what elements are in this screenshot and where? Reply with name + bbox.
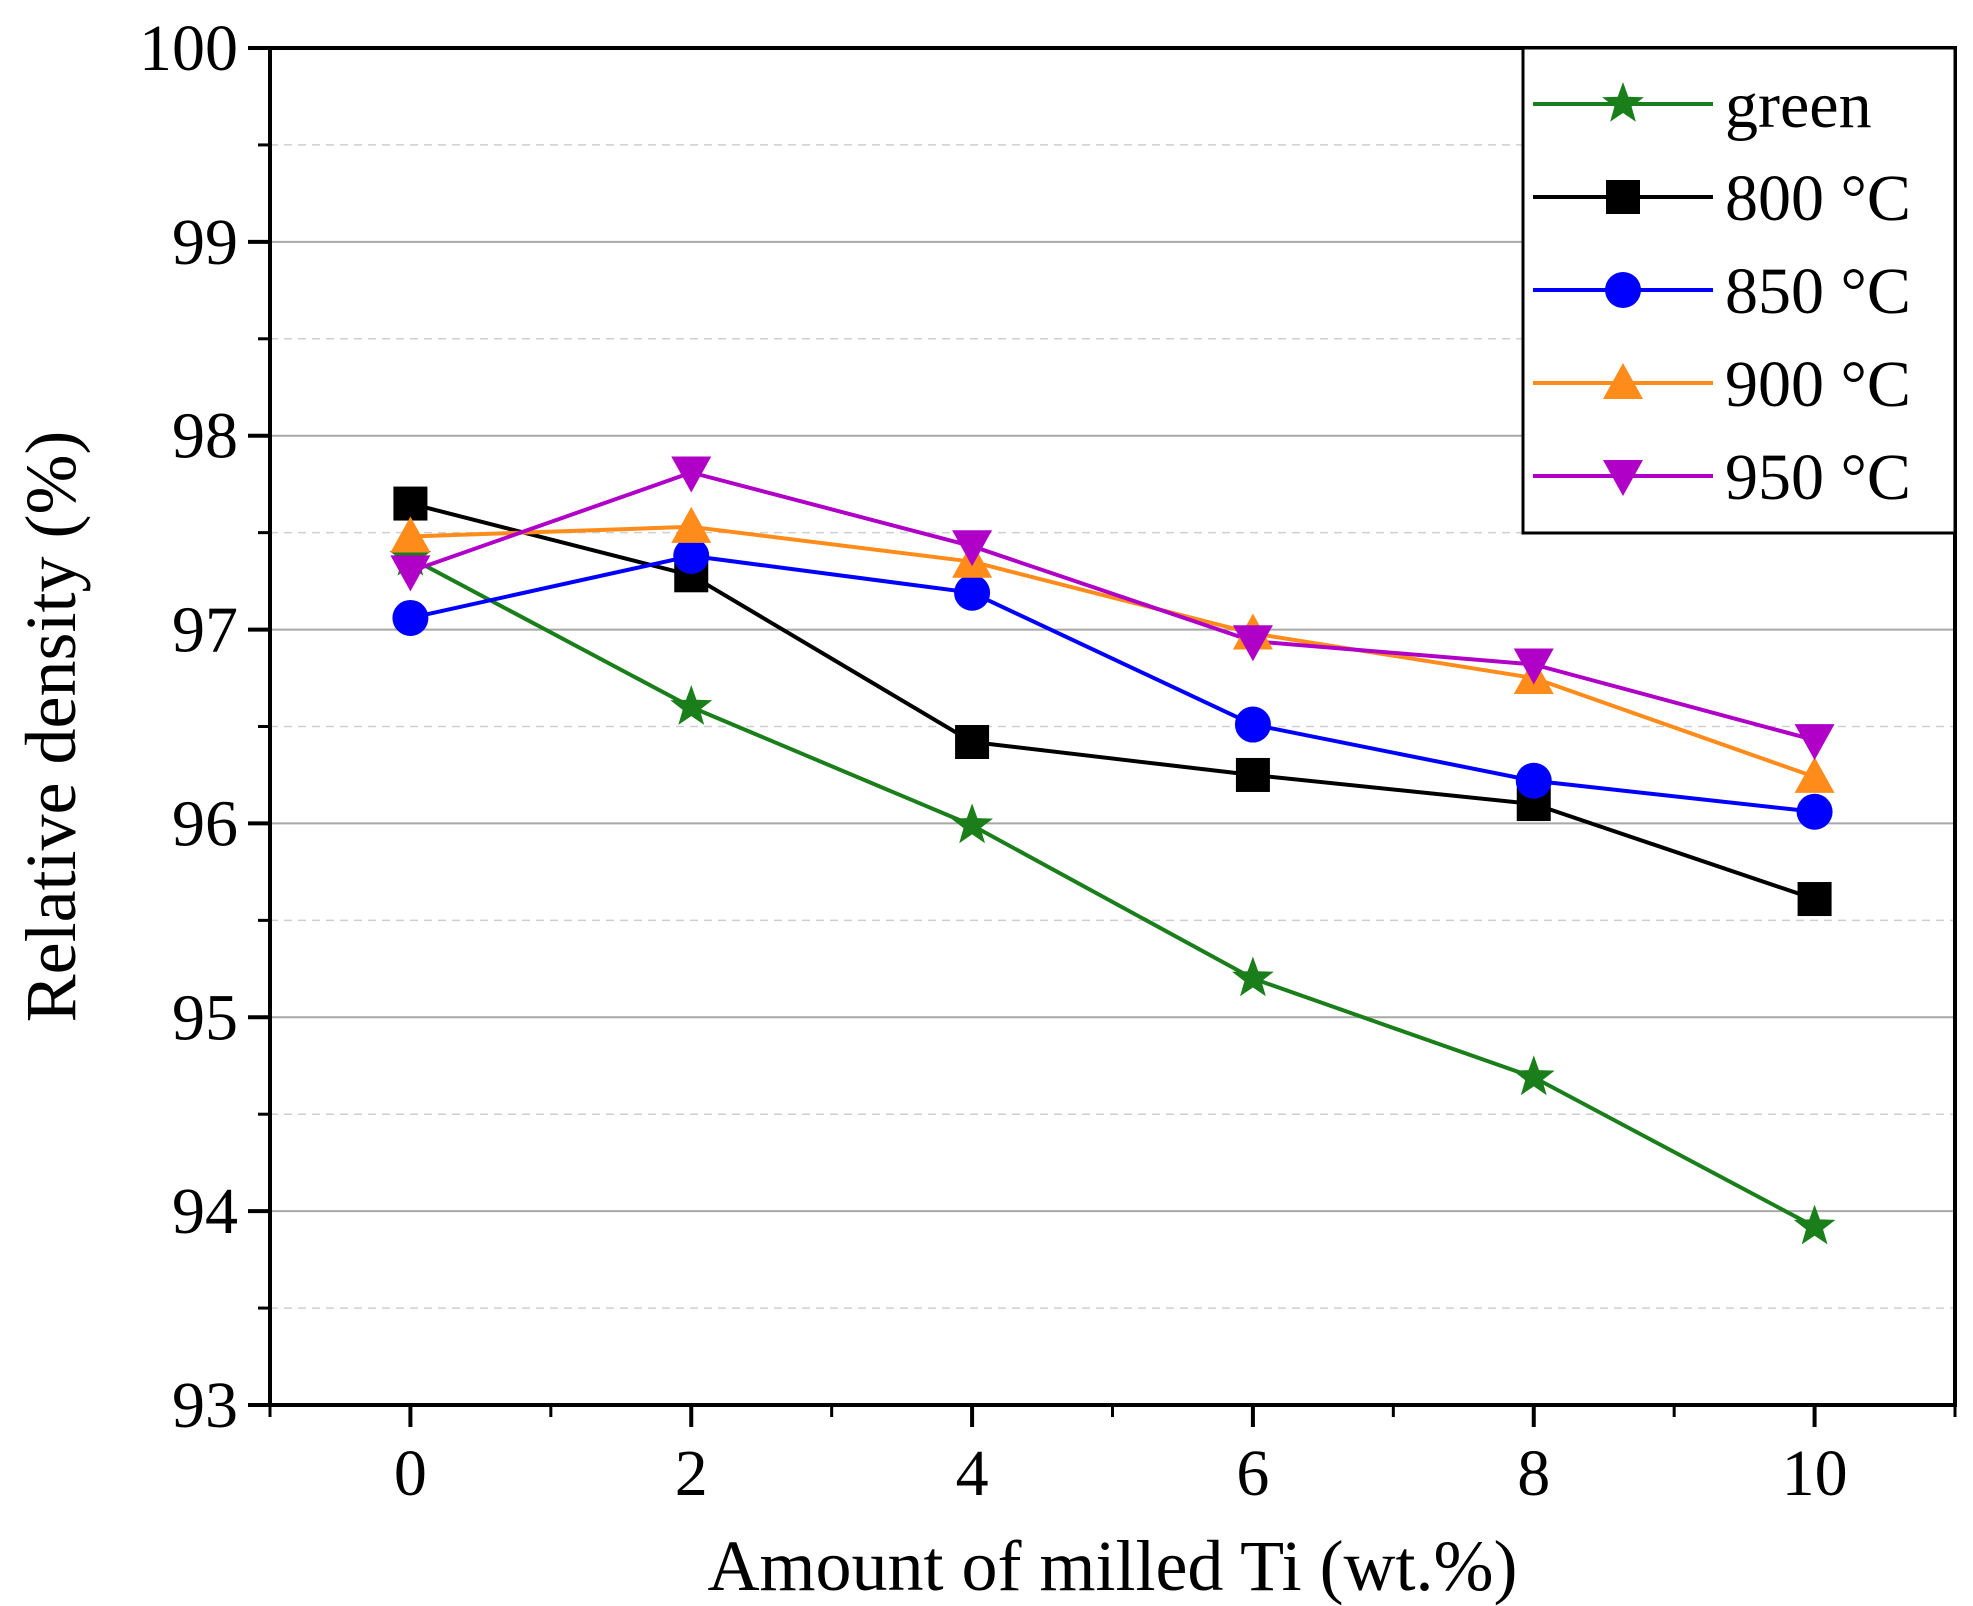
- data-point-850-c: [954, 574, 991, 611]
- legend-label-green: green: [1725, 69, 1872, 142]
- y-tick-label: 93: [172, 1369, 238, 1442]
- data-point-950-c: [952, 530, 993, 567]
- data-point-900-c: [671, 506, 712, 543]
- data-point-900-c: [390, 516, 431, 553]
- legend-label-950-c: 950 °C: [1725, 441, 1911, 514]
- y-tick-label: 96: [172, 787, 238, 860]
- data-point-green: [1793, 1204, 1836, 1245]
- x-tick-label: 10: [1782, 1437, 1848, 1510]
- legend-label-850-c: 850 °C: [1725, 255, 1911, 328]
- data-point-950-c: [671, 456, 712, 493]
- x-tick-label: 8: [1517, 1437, 1550, 1510]
- data-point-850-c: [1234, 706, 1271, 743]
- series-line-green: [409, 556, 1816, 1229]
- data-point-800-c: [1235, 757, 1270, 792]
- x-tick-label: 6: [1236, 1437, 1269, 1510]
- series-lines: [409, 470, 1816, 1229]
- data-point-green: [1512, 1055, 1555, 1096]
- data-point-950-c: [1794, 724, 1835, 761]
- series-line-950-c: [409, 470, 1816, 743]
- data-point-800-c: [1797, 882, 1832, 917]
- data-point-950-c: [1232, 625, 1273, 662]
- y-axis-title: Relative density (%): [11, 431, 91, 1023]
- y-tick-label: 98: [172, 400, 238, 473]
- legend-marker-950-c: [1603, 460, 1643, 496]
- y-tick-label: 97: [172, 594, 238, 667]
- x-tick-label: 0: [394, 1437, 427, 1510]
- series-line-850-c: [409, 553, 1815, 814]
- x-tick-label: 4: [956, 1437, 989, 1510]
- data-point-850-c: [392, 599, 429, 636]
- axis-ticks: 93 94 95 96 97 98 99 100 0 2 4 6 8 10: [139, 12, 1957, 1510]
- y-tick-label: 94: [172, 1175, 238, 1248]
- series-line-900-c: [410, 524, 1816, 779]
- data-point-900-c: [1794, 756, 1835, 793]
- legend-label-900-c: 900 °C: [1725, 348, 1911, 421]
- series-line-800-c: [409, 501, 1816, 901]
- legend-marker-800-c: [1606, 180, 1640, 214]
- data-point-850-c: [673, 537, 710, 574]
- data-point-800-c: [393, 486, 428, 521]
- legend: green 800 °C 850 °C 900 °C 950 °C: [1521, 46, 1957, 535]
- data-point-850-c: [1796, 793, 1833, 830]
- y-tick-label: 100: [139, 12, 238, 85]
- data-point-800-c: [955, 725, 990, 760]
- legend-marker-green: [1602, 82, 1644, 122]
- data-point-850-c: [1515, 762, 1552, 799]
- x-axis-title: Amount of milled Ti (wt.%): [707, 1526, 1517, 1606]
- series-markers: [389, 456, 1836, 1245]
- legend-marker-850-c: [1605, 272, 1641, 308]
- y-tick-label: 99: [172, 206, 238, 279]
- data-point-green: [951, 803, 993, 844]
- data-point-950-c: [1513, 648, 1554, 685]
- data-point-950-c: [390, 555, 431, 592]
- data-point-green: [1232, 956, 1274, 997]
- legend-label-800-c: 800 °C: [1725, 162, 1911, 235]
- x-tick-label: 2: [675, 1437, 708, 1510]
- data-point-green: [670, 685, 713, 725]
- legend-marker-900-c: [1603, 363, 1643, 399]
- y-tick-label: 95: [172, 981, 238, 1054]
